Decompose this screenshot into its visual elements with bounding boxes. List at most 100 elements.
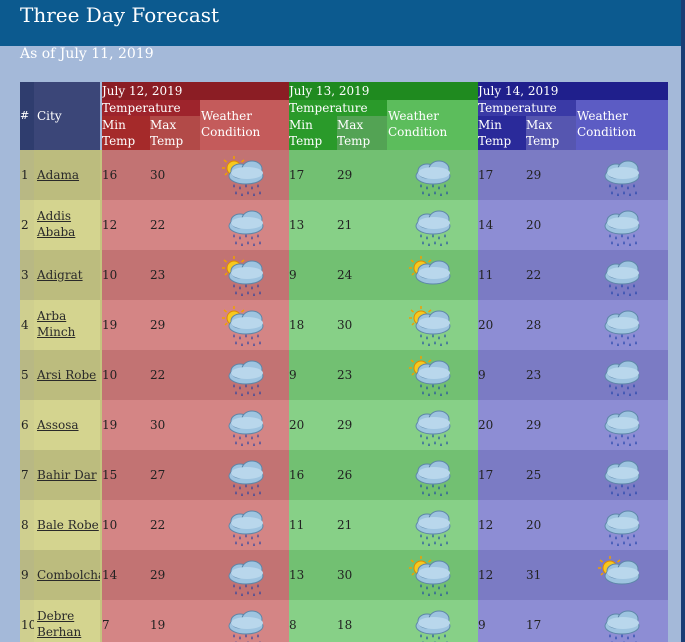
forecast-rows: 1 Adama 16 30 17 29 17 29 2 Addis Ababa 12 22 13 21 14 2…	[20, 150, 668, 642]
max-temp: 22	[150, 218, 166, 232]
day2-cell: 9 24	[289, 250, 478, 300]
city-link[interactable]: Debre Berhan	[37, 609, 82, 639]
cell-divider	[100, 150, 102, 200]
day1-cell: 19 30	[102, 400, 289, 450]
cell-divider	[100, 200, 102, 250]
min-temp: 18	[289, 318, 305, 332]
city-cell: Addis Ababa	[34, 200, 100, 250]
cloud-rain-icon	[596, 304, 648, 347]
header-temperature-day3: Temperature	[478, 100, 576, 116]
row-number: 2	[21, 218, 29, 232]
max-temp: 21	[337, 218, 353, 232]
header-min-day1: Min Temp	[102, 116, 150, 150]
min-temp: 7	[102, 618, 110, 632]
min-temp: 17	[289, 168, 305, 182]
header-date-day2: July 13, 2019	[289, 82, 478, 100]
header-city: City	[34, 82, 100, 150]
city-link[interactable]: Bahir Dar	[37, 468, 97, 482]
cloud-rain-icon	[220, 554, 272, 597]
day1-cell: 14 29	[102, 550, 289, 600]
header-temperature-day1: Temperature	[102, 100, 200, 116]
day3-cell: 20 29	[478, 400, 668, 450]
cell-divider	[100, 400, 102, 450]
city-cell: Debre Berhan	[34, 600, 100, 642]
cell-divider	[100, 500, 102, 550]
min-temp: 13	[289, 218, 305, 232]
cloud-rain-icon	[220, 504, 272, 547]
min-temp: 11	[289, 518, 305, 532]
max-temp: 26	[337, 468, 353, 482]
max-temp: 19	[150, 618, 166, 632]
cell-divider	[100, 450, 102, 500]
min-temp: 12	[478, 568, 494, 582]
cloud-rain-icon	[407, 204, 459, 247]
cloud-rain-icon	[596, 454, 648, 497]
max-temp: 30	[337, 568, 353, 582]
day2-cell: 13 21	[289, 200, 478, 250]
row-number: 4	[21, 318, 29, 332]
max-temp: 17	[526, 618, 542, 632]
min-temp: 17	[478, 168, 494, 182]
cloud-rain-icon	[220, 404, 272, 447]
cloud-rain-icon	[407, 154, 459, 197]
city-link[interactable]: Arba Minch	[37, 309, 76, 339]
min-temp: 20	[289, 418, 305, 432]
sun-cloud-rain-icon	[220, 154, 272, 197]
table-row: 10 Debre Berhan 7 19 8 18 9 17	[20, 600, 668, 642]
max-temp: 22	[150, 368, 166, 382]
city-link[interactable]: Addis Ababa	[37, 209, 76, 239]
min-temp: 19	[102, 318, 118, 332]
min-temp: 19	[102, 418, 118, 432]
city-cell: Bale Robe	[34, 500, 100, 550]
row-number-cell: 7	[20, 450, 34, 500]
table-row: 5 Arsi Robe 10 22 9 23 9 23	[20, 350, 668, 400]
max-temp: 29	[526, 418, 542, 432]
cloud-rain-icon	[220, 454, 272, 497]
day3-cell: 9 23	[478, 350, 668, 400]
city-link[interactable]: Adigrat	[37, 268, 83, 282]
day3-cell: 9 17	[478, 600, 668, 642]
min-temp: 9	[289, 268, 297, 282]
min-temp: 14	[102, 568, 118, 582]
sun-cloud-rain-icon	[220, 254, 272, 297]
row-number: 9	[21, 568, 29, 582]
row-number-cell: 6	[20, 400, 34, 450]
sun-cloud-rain-icon	[220, 304, 272, 347]
row-number-cell: 8	[20, 500, 34, 550]
max-temp: 18	[337, 618, 353, 632]
min-temp: 9	[289, 368, 297, 382]
city-cell: Arsi Robe	[34, 350, 100, 400]
day2-cell: 18 30	[289, 300, 478, 350]
cloud-rain-icon	[407, 504, 459, 547]
day2-cell: 11 21	[289, 500, 478, 550]
max-temp: 30	[337, 318, 353, 332]
max-temp: 28	[526, 318, 542, 332]
day2-cell: 17 29	[289, 150, 478, 200]
min-temp: 9	[478, 618, 486, 632]
sun-cloud-icon	[596, 554, 648, 596]
city-link[interactable]: Assosa	[37, 418, 79, 432]
table-row: 7 Bahir Dar 15 27 16 26 17 25	[20, 450, 668, 500]
row-number-cell: 1	[20, 150, 34, 200]
city-link[interactable]: Adama	[37, 168, 80, 182]
min-temp: 20	[478, 318, 494, 332]
header-max-day2: Max Temp	[337, 116, 387, 150]
min-temp: 12	[102, 218, 118, 232]
city-link[interactable]: Arsi Robe	[37, 368, 97, 382]
min-temp: 9	[478, 368, 486, 382]
day1-cell: 15 27	[102, 450, 289, 500]
max-temp: 29	[150, 318, 166, 332]
row-number-cell: 10	[20, 600, 36, 642]
day3-cell: 20 28	[478, 300, 668, 350]
city-link[interactable]: Combolcha	[37, 568, 106, 582]
row-number-cell: 2	[20, 200, 34, 250]
window-edge	[681, 0, 685, 642]
header-max-day1: Max Temp	[150, 116, 200, 150]
day1-cell: 7 19	[102, 600, 289, 642]
city-link[interactable]: Bale Robe	[37, 518, 99, 532]
header-min-day3: Min Temp	[478, 116, 526, 150]
min-temp: 14	[478, 218, 494, 232]
cloud-rain-icon	[596, 504, 648, 547]
city-cell: Arba Minch	[34, 300, 100, 350]
header-num: #	[20, 82, 34, 150]
